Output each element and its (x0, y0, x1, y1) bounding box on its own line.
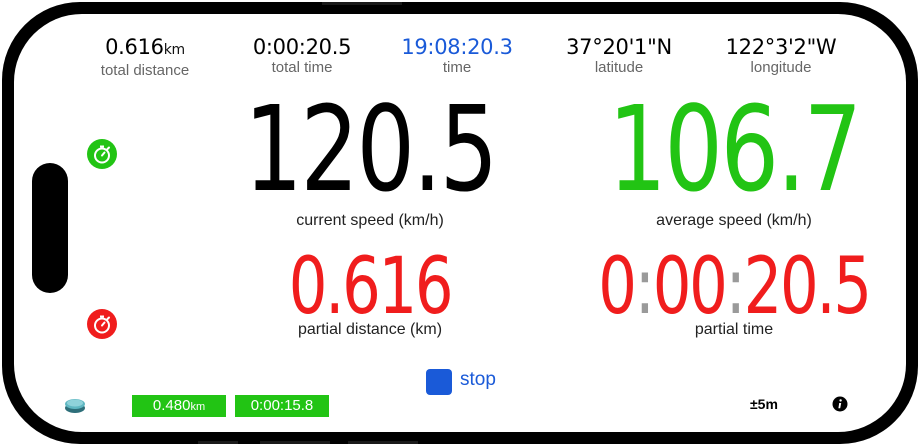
volume-down-button (348, 441, 418, 444)
stop-label[interactable]: stop (460, 369, 496, 390)
longitude-value: 122°3'2"W (725, 35, 837, 59)
average-speed-value: 106.7 (608, 80, 862, 218)
dynamic-island (32, 163, 68, 293)
current-speed-value: 120.5 (244, 80, 498, 218)
longitude-stat: 122°3'2"W longitude (691, 35, 871, 77)
power-button (322, 2, 402, 5)
average-speed-label: average speed (km/h) (656, 212, 812, 229)
stop-button[interactable] (426, 369, 452, 395)
longitude-label: longitude (750, 59, 812, 76)
partial-time-value: 0:00:20.5 (598, 242, 872, 332)
current-speed-label: current speed (km/h) (296, 212, 444, 229)
latitude-label: latitude (594, 59, 644, 76)
total-time-stat: 0:00:20.5 total time (212, 35, 392, 77)
total-distance-label: total distance (100, 62, 190, 79)
lap-distance-badge: 0.480km (132, 395, 226, 417)
total-time-value: 0:00:20.5 (252, 35, 352, 59)
lap-reset-button[interactable] (87, 309, 117, 339)
stopwatch-reset-icon (94, 315, 110, 334)
clock-stat: 19:08:20.3 time (367, 35, 547, 77)
total-distance-value: 0.616km (105, 35, 185, 59)
latitude-stat: 37°20'1"N latitude (529, 35, 709, 77)
latitude-value: 37°20'1"N (566, 35, 672, 59)
total-distance-stat: 0.616km total distance (55, 35, 235, 80)
lap-start-button[interactable] (87, 139, 117, 169)
partial-distance-label: partial distance (km) (297, 321, 443, 338)
gps-accuracy: ±5m (750, 396, 778, 412)
volume-up-button (260, 441, 330, 444)
clock-label: time (442, 59, 472, 76)
info-icon[interactable] (832, 396, 848, 412)
stopwatch-icon (94, 145, 110, 164)
partial-time-label: partial time (694, 321, 774, 338)
app-screen: 0.616km total distance 0:00:20.5 total t… (14, 14, 906, 432)
total-time-label: total time (271, 59, 333, 76)
lap-time-badge: 0:00:15.8 (235, 395, 329, 417)
layers-icon[interactable] (63, 394, 87, 416)
partial-distance-value: 0.616 (288, 242, 454, 332)
clock-value: 19:08:20.3 (401, 35, 513, 59)
action-button (198, 441, 238, 444)
